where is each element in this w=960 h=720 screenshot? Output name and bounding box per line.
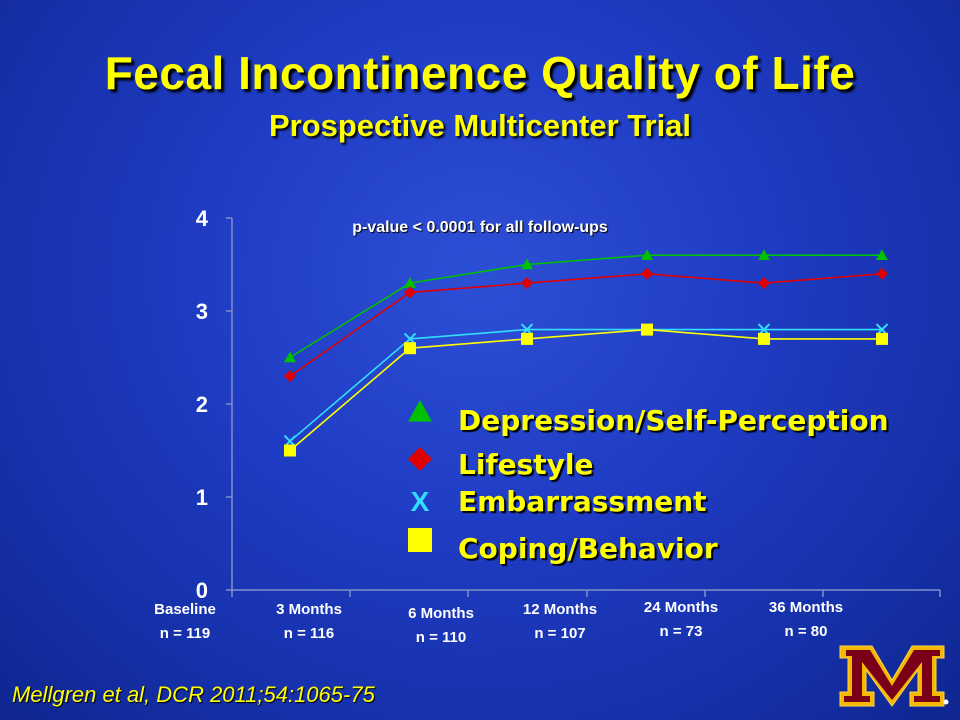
x-category-n-label: n = 107 <box>534 625 585 642</box>
data-point-triangle <box>876 249 888 260</box>
x-category-label: 6 Months <box>408 605 474 622</box>
x-category-n-label: n = 73 <box>660 623 703 640</box>
data-point-triangle <box>758 249 770 260</box>
series-coping-behavior <box>284 323 888 457</box>
data-point-square <box>758 332 770 345</box>
series-lifestyle <box>284 267 888 383</box>
data-point-diamond <box>404 286 416 299</box>
data-point-triangle <box>284 351 296 363</box>
university-logo-icon <box>839 645 949 707</box>
x-category-label: 12 Months <box>523 601 597 618</box>
x-category-n-label: n = 110 <box>416 629 466 646</box>
x-category-n-label: n = 80 <box>785 623 828 640</box>
chart-legend: Depression/Self-Perception Lifestyle X Emba… <box>408 400 889 565</box>
series-depression-self-perception <box>284 249 888 363</box>
x-category-label: 36 Months <box>769 599 843 616</box>
data-point-diamond <box>876 267 888 280</box>
chart-axes: 0 1 2 3 4 Baseline n = 119 3 Months n = 116 6 Mon… <box>154 206 941 646</box>
data-point-square <box>641 323 653 336</box>
series-line <box>289 254 882 359</box>
series-layer <box>283 249 889 457</box>
data-point-diamond <box>284 370 296 383</box>
x-category-n-label: n = 116 <box>284 625 334 642</box>
data-point-square <box>521 332 533 345</box>
y-tick-label: 0 <box>196 578 208 603</box>
legend-label-lifestyle: Lifestyle <box>458 448 594 481</box>
data-point-triangle <box>404 277 416 288</box>
y-tick-label: 3 <box>196 299 208 324</box>
slide-title: Fecal Incontinence Quality of Life <box>104 47 856 99</box>
legend-x-icon: X <box>411 486 430 517</box>
data-point-diamond <box>641 267 653 280</box>
x-category-label: 3 Months <box>276 601 342 618</box>
y-tick-label: 1 <box>196 485 208 510</box>
x-category-label: 24 Months <box>644 599 718 616</box>
data-point-square <box>404 342 416 355</box>
p-value-annotation: p-value < 0.0001 for all follow-ups <box>352 219 608 236</box>
x-category-label: Baseline <box>154 601 216 618</box>
series-line <box>289 272 883 377</box>
y-tick-label: 4 <box>196 206 209 231</box>
legend-triangle-icon <box>408 400 432 422</box>
legend-square-icon <box>408 528 432 552</box>
data-point-square <box>284 444 296 457</box>
series-line <box>289 328 882 452</box>
legend-label-coping-behavior: Coping/Behavior <box>458 532 718 565</box>
data-point-triangle <box>521 258 533 270</box>
series-line <box>289 328 882 442</box>
legend-label-depression-self-perception: Depression/Self-Perception <box>458 404 889 437</box>
data-point-diamond <box>521 277 533 290</box>
slide-subtitle: Prospective Multicenter Trial <box>268 108 692 143</box>
legend-label-embarrassment: Embarrassment <box>458 485 707 518</box>
legend-diamond-icon <box>408 447 432 471</box>
data-point-diamond <box>758 277 770 290</box>
citation: Mellgren et al, DCR 2011;54:1065-75 <box>12 682 375 707</box>
data-point-square <box>876 332 888 345</box>
x-category-n-label: n = 119 <box>160 625 210 642</box>
y-tick-label: 2 <box>196 392 208 417</box>
data-point-triangle <box>641 249 653 260</box>
